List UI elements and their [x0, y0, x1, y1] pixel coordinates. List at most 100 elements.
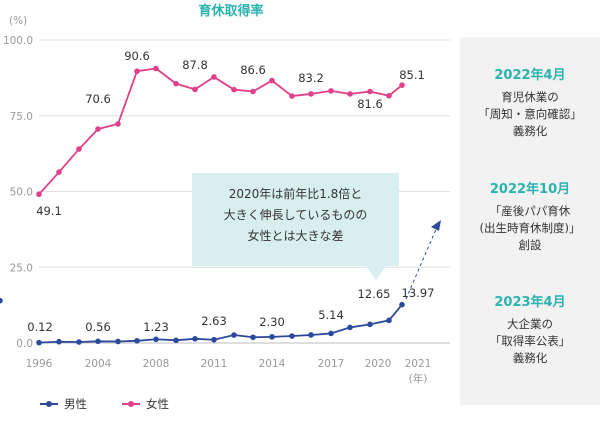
series-point [250, 88, 256, 95]
policy-heading: 2023年4月 [494, 295, 566, 310]
policy-block-2022-10: 2022年10月 「産後パパ育休 (出生時育休制度)」 創設 [460, 178, 600, 254]
x-tick-label: 2008 [143, 358, 170, 370]
y-axis-unit: (%) [9, 15, 27, 27]
x-tick-label: 2020 [365, 358, 392, 370]
series-point [328, 88, 334, 94]
policy-line: (出生時育休制度)」 [479, 221, 581, 235]
female-data-label: 86.6 [240, 63, 266, 77]
series-line [38, 304, 403, 344]
series-point [308, 332, 314, 338]
policy-line: 大企業の [507, 317, 553, 331]
series-point [269, 77, 275, 84]
series-point [367, 88, 373, 95]
policy-line: 「取得率公表」 [489, 334, 571, 348]
series-point [192, 336, 198, 342]
series-point [367, 321, 373, 328]
series-point [289, 93, 295, 99]
male-data-label: 2.63 [201, 314, 227, 328]
trend-arrow-line [405, 226, 438, 300]
x-axis-ticks: 1996 2004 2008 2011 2014 2017 2020 2021 [26, 358, 432, 370]
series-point [211, 74, 217, 80]
x-tick-label: 1996 [26, 358, 53, 370]
series-point [211, 336, 217, 343]
series-point [289, 333, 295, 339]
policy-block-2023-04: 2023年4月 大企業の 「取得率公表」 義務化 [460, 291, 600, 367]
legend-label-female: 女性 [146, 397, 169, 411]
callout-tail [366, 266, 386, 280]
female-data-label: 49.1 [36, 204, 62, 218]
legend: 男性 女性 [40, 397, 169, 411]
female-data-label: 90.6 [124, 49, 150, 63]
female-data-label: 81.6 [357, 97, 383, 111]
x-tick-label: 2014 [259, 358, 286, 370]
series-point [173, 337, 179, 344]
legend-label-male: 男性 [64, 397, 87, 411]
y-tick-label: 0.0 [16, 338, 33, 350]
policy-heading: 2022年10月 [489, 182, 571, 197]
policy-line: 義務化 [512, 124, 548, 138]
callout-line-1: 2020年は前年比1.8倍と [228, 187, 363, 201]
male-data-label: 1.23 [143, 320, 169, 334]
series-point [95, 338, 101, 345]
series-point [192, 86, 198, 93]
series-point [115, 121, 121, 127]
male-data-label: 12.65 [358, 287, 391, 301]
series-point [76, 146, 82, 152]
female-data-label: 83.2 [298, 71, 324, 85]
male-data-label: 5.14 [318, 308, 344, 322]
series-point [347, 324, 353, 331]
series-point [328, 330, 334, 337]
policy-line: 創設 [518, 238, 542, 252]
x-axis-unit: (年) [409, 372, 428, 385]
y-tick-label: 75.0 [10, 111, 33, 123]
female-data-label: 70.6 [85, 92, 111, 106]
x-tick-label: 2021 [405, 358, 432, 370]
series-point [134, 68, 140, 75]
data-labels: 49.1 70.6 90.6 87.8 86.6 83.2 81.6 85.1 0.12 0.56… [27, 49, 434, 334]
male-data-label: 2.30 [259, 315, 285, 329]
legend-marker-female [128, 401, 134, 407]
series-layer [0, 65, 405, 346]
female-data-label: 85.1 [399, 68, 425, 82]
y-tick-label: 50.0 [10, 187, 33, 199]
policy-line: 義務化 [512, 351, 548, 365]
series-point [399, 301, 405, 308]
x-tick-label: 2004 [85, 358, 112, 370]
trend-arrow-head [431, 220, 441, 231]
series-point [36, 339, 42, 346]
policy-line: 「周知・意向確認」 [478, 107, 582, 121]
policy-block-2022-04: 2022年4月 育児休業の 「周知・意向確認」 義務化 [460, 64, 600, 140]
x-tick-label: 2011 [201, 358, 228, 370]
series-point [134, 338, 140, 344]
callout-line-2: 大きく伸長しているものの [223, 208, 368, 222]
series-point [153, 336, 159, 343]
series-point [231, 86, 237, 93]
series-point [36, 191, 42, 198]
series-point [173, 80, 179, 87]
policy-side-panel: 2022年4月 育児休業の 「周知・意向確認」 義務化 2022年10月 「産後… [460, 37, 600, 405]
series-point [347, 91, 353, 97]
series-point [231, 332, 237, 338]
x-tick-label: 2017 [318, 358, 345, 370]
legend-marker-male [46, 401, 52, 407]
y-axis-ticks: 100.0 75.0 50.0 25.0 0.0 [3, 35, 33, 350]
series-line [38, 67, 403, 195]
series-point [308, 91, 314, 97]
policy-heading: 2022年4月 [494, 68, 566, 83]
callout-line-3: 女性とは大きな差 [247, 229, 344, 243]
callout-box: 2020年は前年比1.8倍と 大きく伸長しているものの 女性とは大きな差 [192, 173, 399, 266]
series-point [56, 338, 62, 345]
female-data-label: 87.8 [182, 58, 208, 72]
series-point [386, 317, 392, 324]
male-data-label: 0.12 [27, 320, 53, 334]
series-point [386, 92, 392, 99]
series-point [76, 339, 82, 345]
series-point [250, 334, 256, 341]
series-point [153, 65, 159, 72]
series-point [399, 82, 405, 88]
series-point [95, 126, 101, 132]
series-point [115, 338, 121, 345]
y-tick-label: 25.0 [10, 262, 33, 274]
policy-line: 「産後パパ育休 [489, 204, 571, 218]
y-tick-label: 100.0 [3, 35, 33, 47]
